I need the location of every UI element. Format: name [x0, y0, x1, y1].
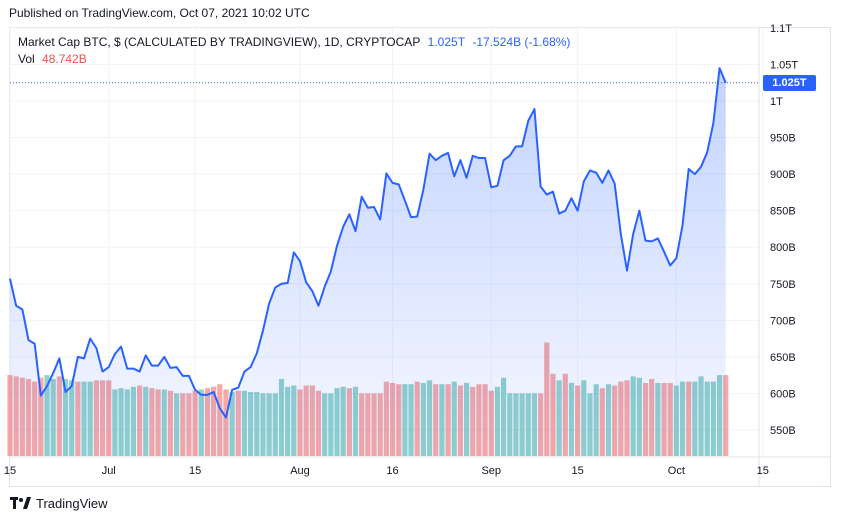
- y-tick-label-3: 950B: [770, 133, 796, 145]
- y-tick-label-10: 600B: [770, 388, 796, 400]
- time-axis[interactable]: 15 Jul 15 Aug 16 Sep 15 Oct 15: [4, 465, 769, 477]
- legend-last-value: 1.025T: [427, 35, 466, 49]
- y-tick-label-9: 650B: [770, 352, 796, 364]
- x-tick-label-7: Oct: [668, 465, 685, 477]
- published-caption: Published on TradingView.com, Oct 07, 20…: [9, 6, 310, 20]
- y-tick-label-11: 550B: [770, 425, 796, 437]
- tradingview-logo-icon: [10, 497, 31, 509]
- x-tick-label-6: 15: [572, 465, 584, 477]
- legend-symbol: Market Cap BTC, $ (CALCULATED BY TRADING…: [18, 35, 421, 49]
- x-tick-label-5: Sep: [481, 465, 501, 477]
- y-tick-label-0: 1.1T: [770, 23, 792, 35]
- x-tick-label-1: Jul: [102, 465, 116, 477]
- price-axis[interactable]: 1.1T 1.05T 1T 950B 900B 850B 800B 750B 700B 650B 6…: [770, 23, 798, 437]
- legend-volume-value: 48.742B: [42, 52, 87, 66]
- x-tick-label-2: 15: [189, 465, 201, 477]
- legend-change: -17.524B (-1.68%): [472, 35, 571, 49]
- y-tick-label-1: 1.05T: [770, 59, 798, 71]
- y-tick-label-8: 700B: [770, 315, 796, 327]
- y-tick-label-5: 850B: [770, 206, 796, 218]
- x-tick-label-4: 16: [386, 465, 398, 477]
- y-tick-label-4: 900B: [770, 169, 796, 181]
- last-price-tag: 1.025T: [763, 75, 816, 91]
- area-fill: [10, 68, 726, 456]
- y-tick-label-7: 750B: [770, 279, 796, 291]
- legend-volume: Vol 48.742B: [18, 52, 91, 66]
- footer-brand-text: TradingView: [36, 496, 108, 511]
- x-tick-label-8: 15: [757, 465, 769, 477]
- legend-main: Market Cap BTC, $ (CALCULATED BY TRADING…: [18, 35, 574, 49]
- x-tick-label-0: 15: [4, 465, 16, 477]
- footer-brand[interactable]: TradingView: [10, 496, 108, 511]
- legend-volume-label: Vol: [18, 52, 35, 66]
- price-line: [9, 67, 727, 419]
- y-tick-label-2: 1T: [770, 96, 783, 108]
- y-tick-label-6: 800B: [770, 242, 796, 254]
- x-tick-label-3: Aug: [290, 465, 310, 477]
